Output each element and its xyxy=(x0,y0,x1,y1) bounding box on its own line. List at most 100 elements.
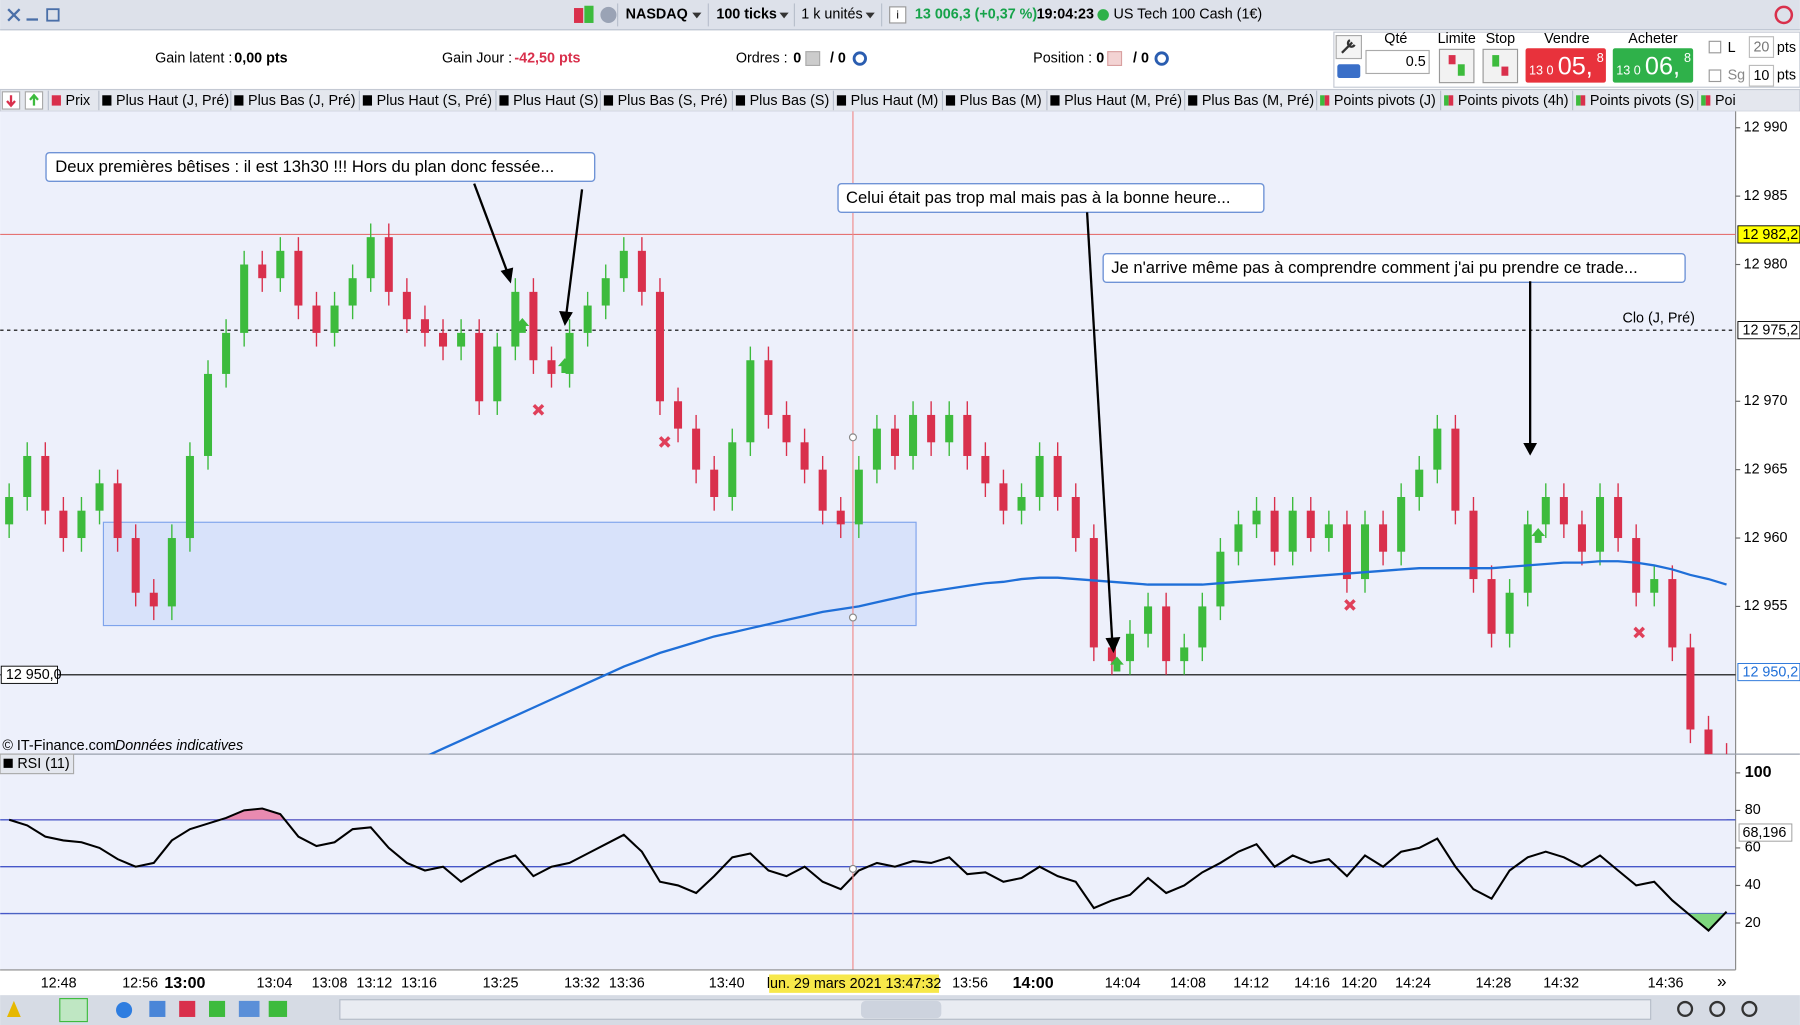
gear-icon[interactable] xyxy=(1154,51,1169,66)
marker-label-bg xyxy=(1738,823,1793,842)
scrollbar[interactable] xyxy=(339,999,1652,1020)
value: 0,00 pts xyxy=(234,50,287,66)
value: 0 xyxy=(1096,50,1104,66)
indicator-tab[interactable]: Points pivots (J) xyxy=(1334,93,1436,109)
y-tick-label: 12 980 xyxy=(1744,256,1788,272)
value: / 0 xyxy=(1133,50,1149,66)
crosshair-dot xyxy=(848,433,857,442)
indicator-tab[interactable]: Plus Haut (M) xyxy=(851,93,939,109)
market-select[interactable]: NASDAQ xyxy=(626,7,688,23)
y-tick-label: 12 985 xyxy=(1744,188,1788,204)
icon[interactable] xyxy=(584,5,594,23)
rsi-tab[interactable] xyxy=(0,753,75,775)
indicator-tab[interactable]: Points pivots (4h) xyxy=(1458,93,1569,109)
y-tick-label: 12 970 xyxy=(1744,393,1788,409)
tab-swatch xyxy=(836,95,847,106)
x-tick-label: 13:40 xyxy=(709,975,745,991)
disclaimer: Données indicatives xyxy=(115,738,243,754)
scroll-end[interactable]: » xyxy=(1717,971,1727,991)
dropdown[interactable] xyxy=(779,12,789,19)
icon[interactable] xyxy=(574,8,584,23)
close-button[interactable] xyxy=(7,8,21,22)
candle-body xyxy=(981,455,990,484)
indicator-tab[interactable]: Plus Haut (M, Pré) xyxy=(1064,93,1182,109)
icon[interactable] xyxy=(600,6,617,23)
candle-body xyxy=(945,414,954,443)
candle-body xyxy=(203,373,213,456)
dropdown[interactable] xyxy=(865,12,875,19)
checkbox[interactable] xyxy=(1708,40,1722,54)
dropdown[interactable] xyxy=(692,12,702,19)
indicator-tab[interactable]: Plus Bas (S) xyxy=(750,93,830,109)
x-tick-label: 13:08 xyxy=(312,975,348,991)
candle-body xyxy=(710,469,719,498)
indicator-tab[interactable]: Plus Bas (J, Pré) xyxy=(248,93,356,109)
candle-body xyxy=(1523,524,1532,593)
highlight-zone xyxy=(102,521,917,627)
tool[interactable] xyxy=(6,1000,21,1017)
tool[interactable] xyxy=(238,1000,260,1017)
tool[interactable] xyxy=(268,1000,288,1017)
indicator-tab[interactable]: Plus Haut (S, Pré) xyxy=(377,93,492,109)
input[interactable] xyxy=(1748,64,1775,87)
zoom-tool[interactable] xyxy=(1677,1000,1694,1017)
status-dot xyxy=(1097,9,1109,21)
value: / 0 xyxy=(830,50,846,66)
cursor-label-bg xyxy=(769,974,940,993)
indicator-tab[interactable]: Plus Haut (S) xyxy=(513,93,598,109)
level-label: 12 950,0 xyxy=(6,667,62,683)
indicator-tab[interactable]: Plus Bas (M, Pré) xyxy=(1202,93,1314,109)
tool[interactable] xyxy=(149,1000,166,1017)
tool[interactable] xyxy=(179,1000,196,1017)
candle-body xyxy=(1686,647,1695,730)
qty-input[interactable] xyxy=(1365,49,1430,75)
indicator-tab[interactable]: Plus Bas (S, Pré) xyxy=(618,93,728,109)
maximize-button[interactable] xyxy=(46,8,60,22)
tool[interactable] xyxy=(59,998,88,1023)
sell-button[interactable] xyxy=(1525,48,1606,83)
tool[interactable] xyxy=(116,1002,133,1019)
zoom-in[interactable] xyxy=(1741,1000,1758,1017)
indicator-tab[interactable]: Plus Haut (J, Pré) xyxy=(116,93,229,109)
units-select[interactable]: 1 k unités xyxy=(801,7,862,23)
scroll-thumb[interactable] xyxy=(860,1000,942,1019)
stop-button[interactable] xyxy=(1482,48,1519,84)
icon[interactable] xyxy=(1107,51,1123,66)
tool[interactable] xyxy=(209,1000,226,1017)
icon[interactable] xyxy=(805,51,821,66)
candle-body xyxy=(619,250,628,279)
keyboard-button[interactable] xyxy=(1337,64,1361,79)
candle-body xyxy=(185,455,194,539)
bottom-toolbar xyxy=(0,995,1800,1025)
x-tick-label: 13:25 xyxy=(483,975,519,991)
input-value: 10 xyxy=(1753,68,1769,84)
clock: 19:04:23 xyxy=(1037,7,1094,23)
candle-body xyxy=(674,401,683,429)
zoom-out[interactable] xyxy=(1709,1000,1726,1017)
annotation: Deux premières bêtises : il est 13h30 !!… xyxy=(55,157,554,176)
candle-body xyxy=(1632,538,1641,593)
candle-body xyxy=(1198,606,1207,648)
candle-body xyxy=(1342,524,1351,580)
input[interactable] xyxy=(1748,36,1775,58)
buy-prefix: 13 0 xyxy=(1616,63,1641,77)
info-icon[interactable] xyxy=(889,6,907,24)
refresh-icon[interactable] xyxy=(1774,5,1794,25)
gear-icon[interactable] xyxy=(852,51,868,66)
x-tick-label: 14:16 xyxy=(1294,975,1330,991)
candle-body xyxy=(800,442,809,470)
candle-body xyxy=(1505,592,1514,634)
indicator-tab[interactable]: Prix xyxy=(66,93,92,109)
candle-body xyxy=(637,250,646,292)
candle-body xyxy=(1053,455,1062,498)
indicator-tab[interactable]: Poi xyxy=(1715,93,1736,109)
indicator-tab[interactable]: Points pivots (S) xyxy=(1590,93,1694,109)
buy-button[interactable] xyxy=(1612,48,1694,83)
candle-body xyxy=(1324,524,1333,539)
rsi-title: RSI (11) xyxy=(17,756,69,772)
limit-button[interactable] xyxy=(1438,48,1475,84)
indicator-tab[interactable]: Plus Bas (M) xyxy=(960,93,1042,109)
candle-body xyxy=(1559,497,1568,525)
checkbox[interactable] xyxy=(1708,69,1722,83)
ticks-select[interactable]: 100 ticks xyxy=(716,7,777,23)
